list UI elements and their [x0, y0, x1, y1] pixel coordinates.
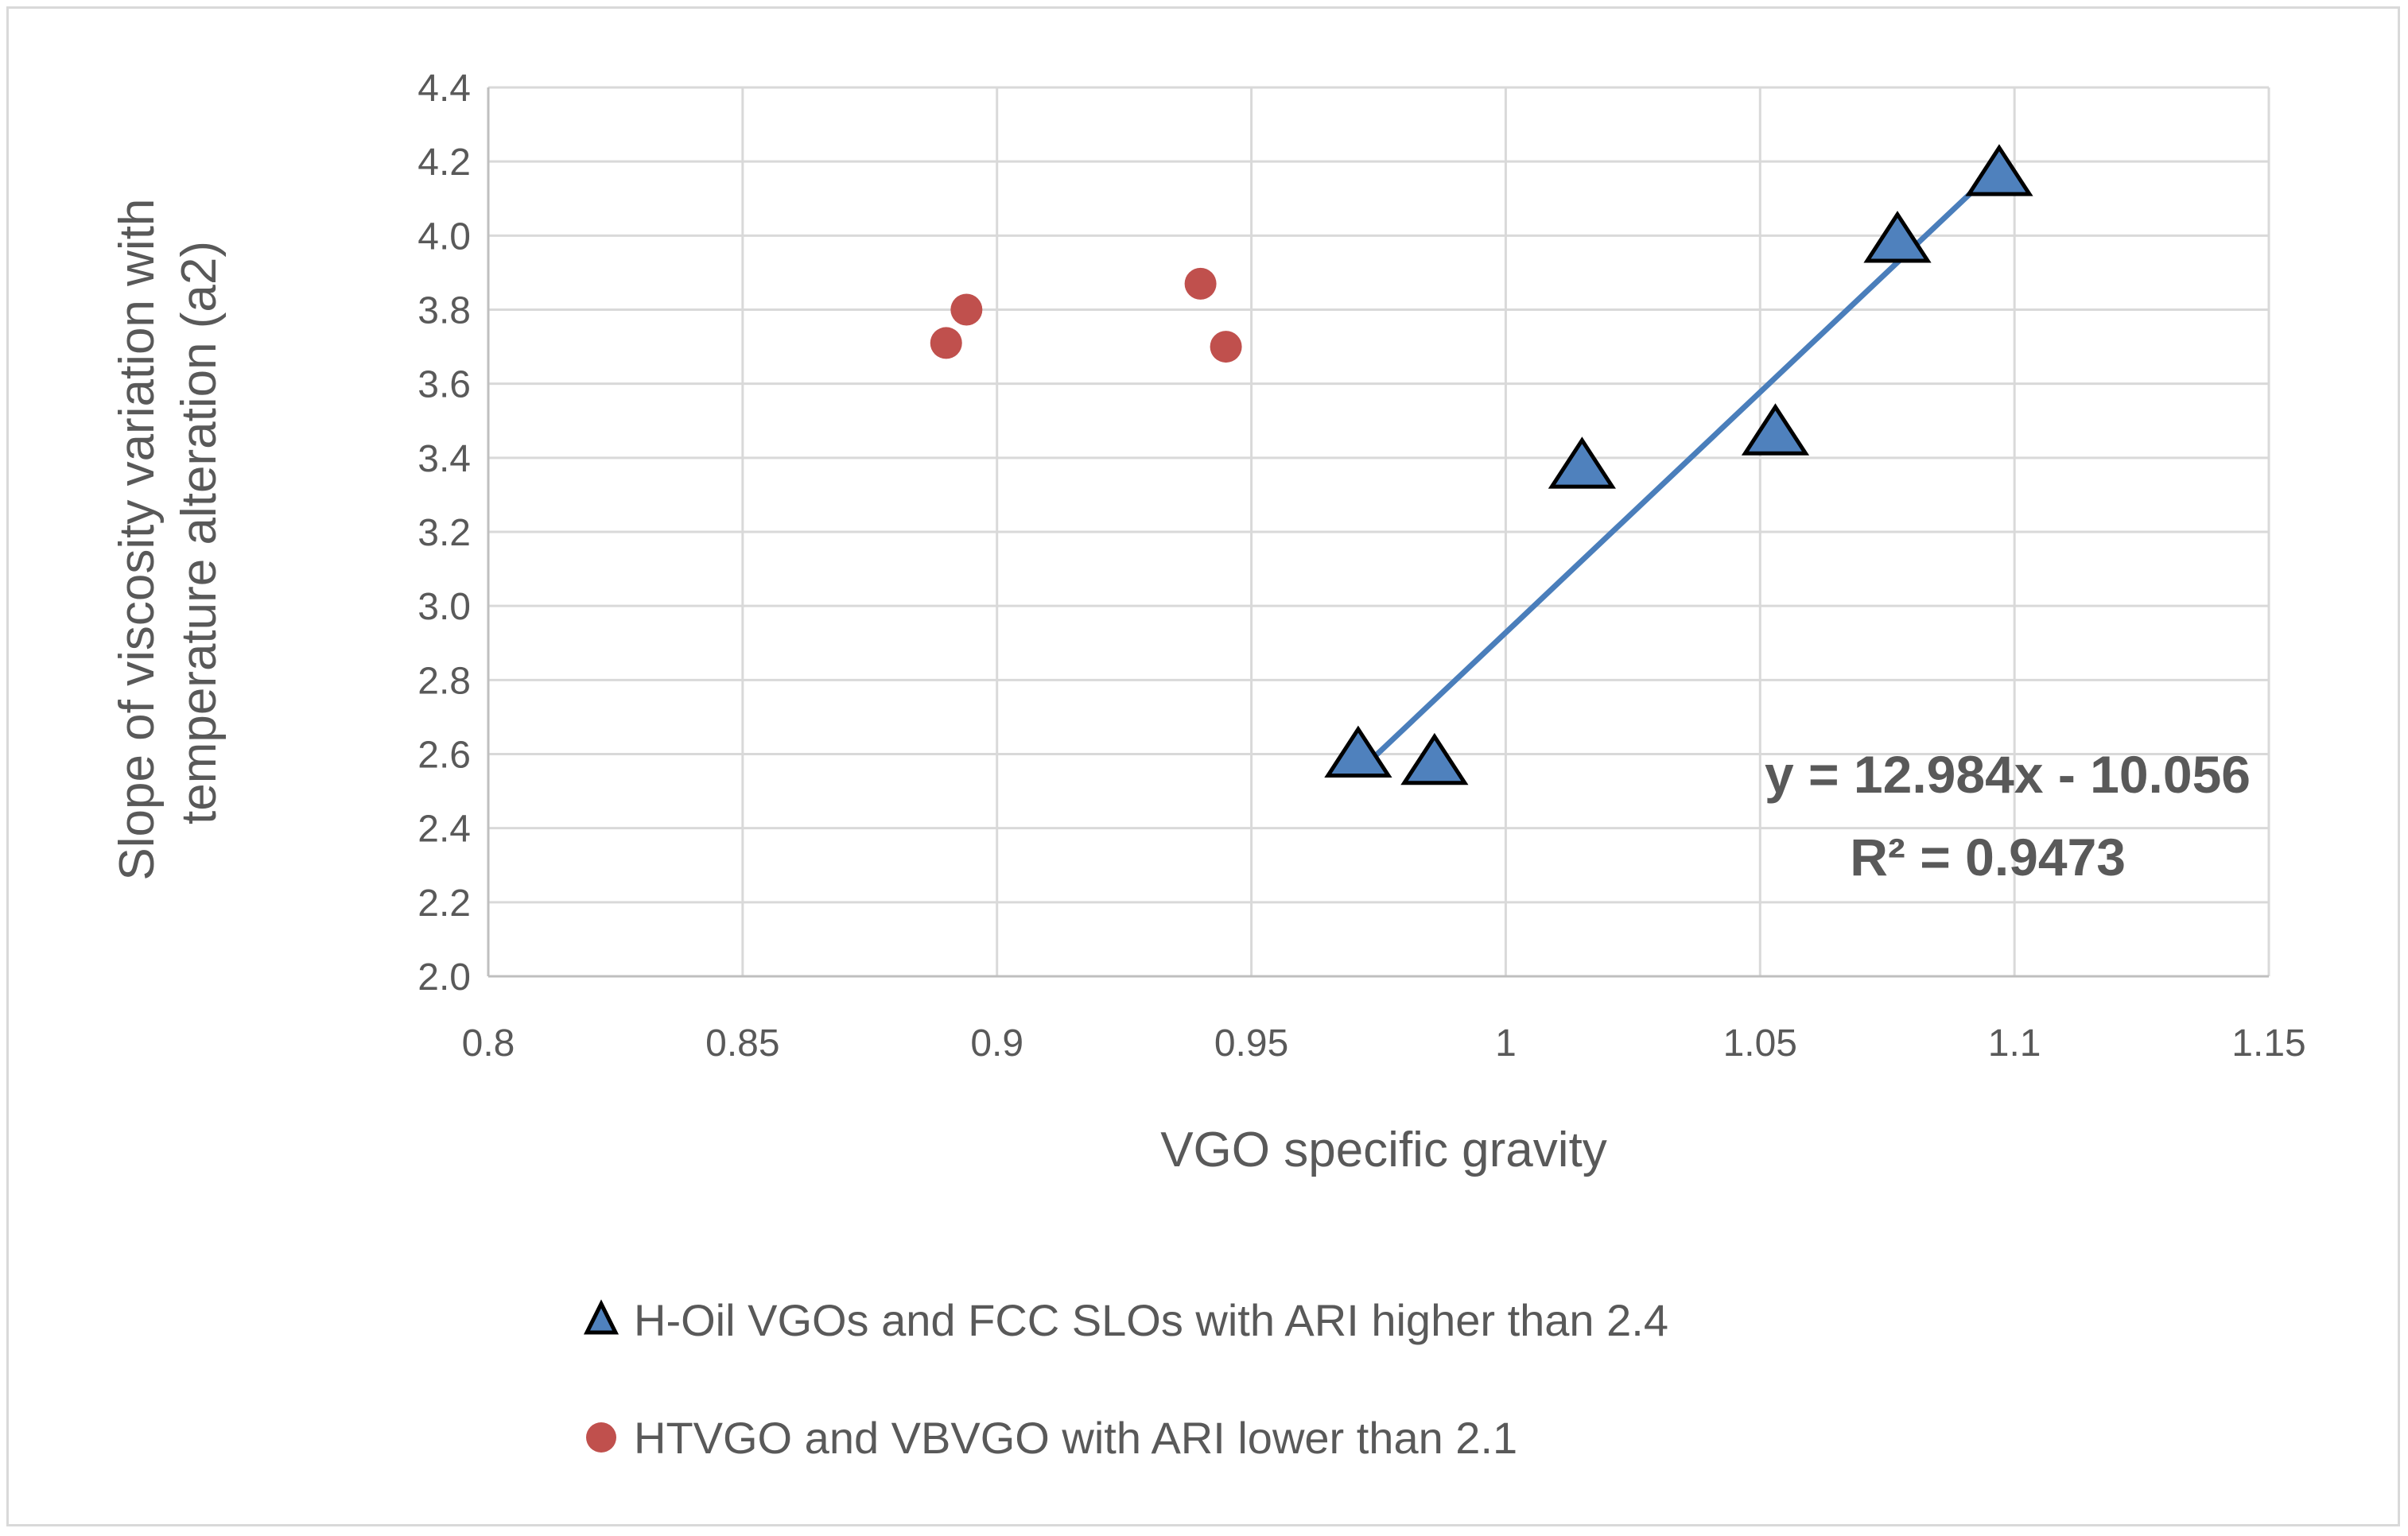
circle-point — [1184, 267, 1217, 300]
y-tick-label: 3.0 — [418, 586, 471, 628]
y-tick-label: 2.2 — [418, 882, 471, 925]
y-tick-label: 2.8 — [418, 660, 471, 702]
triangle-point — [1400, 732, 1469, 785]
grid-layer — [488, 86, 2270, 976]
x-tick-label: 1 — [1495, 1022, 1517, 1065]
y-tick-label: 3.8 — [418, 290, 471, 332]
x-tick-label: 0.9 — [970, 1022, 1023, 1065]
legend: H-Oil VGOs and FCC SLOs with ARI higher … — [583, 1295, 1668, 1463]
triangle-point — [1741, 403, 1810, 456]
circle-point — [950, 293, 983, 326]
y-tick-label: 3.2 — [418, 512, 471, 554]
y-axis-title: Slope of viscosity variation with temper… — [110, 184, 227, 880]
legend-circle-marker — [586, 1422, 616, 1453]
trendline-r-squared: R² = 0.9473 — [1850, 828, 2126, 886]
y-tick-label: 2.0 — [418, 956, 471, 999]
y-tick-label: 2.4 — [418, 809, 471, 851]
data-points-layer — [930, 144, 2033, 785]
y-tick-label: 3.6 — [418, 364, 471, 406]
y-tick-label: 4.2 — [418, 142, 471, 184]
y-tick-label: 4.4 — [418, 68, 471, 110]
triangle-point — [1548, 436, 1616, 489]
chart-frame — [6, 6, 2400, 1526]
x-tick-label: 0.95 — [1214, 1022, 1288, 1065]
trendline — [1355, 163, 2002, 775]
y-axis-title-line2: temperature alteration (a2) — [172, 241, 227, 824]
legend-label-triangle-series: H-Oil VGOs and FCC SLOs with ARI higher … — [634, 1295, 1668, 1345]
triangle-point — [1324, 725, 1392, 778]
triangle-point — [1965, 144, 2033, 196]
x-tick-label: 1.15 — [2231, 1022, 2305, 1065]
x-tick-label: 1.1 — [1988, 1022, 2041, 1065]
axis-layer: 2.0 2.2 2.4 2.6 2.8 3.0 3.2 3.4 3.6 3.8 4.0 4.2 4.4 0… — [418, 68, 2305, 1065]
x-axis-title: VGO specific gravity — [1160, 1123, 1607, 1177]
legend-item-triangle-series: H-Oil VGOs and FCC SLOs with ARI higher … — [583, 1295, 1668, 1345]
legend-label-circle-series: HTVGO and VBVGO with ARI lower than 2.1 — [634, 1413, 1517, 1463]
y-tick-label: 2.6 — [418, 735, 471, 777]
circle-point — [930, 327, 962, 359]
y-tick-label: 4.0 — [418, 215, 471, 258]
legend-item-circle-series: HTVGO and VBVGO with ARI lower than 2.1 — [586, 1413, 1517, 1463]
trendline-layer — [1355, 163, 2002, 775]
triangle-point — [1863, 211, 1932, 263]
x-tick-label: 1.05 — [1723, 1022, 1797, 1065]
x-tick-label: 0.85 — [705, 1022, 779, 1065]
legend-triangle-marker — [583, 1299, 619, 1335]
circle-point — [1210, 331, 1242, 363]
y-axis-title-line1: Slope of viscosity variation with — [110, 199, 165, 881]
x-tick-label: 0.8 — [462, 1022, 515, 1065]
trendline-equation: y = 12.984x - 10.056 — [1765, 745, 2251, 804]
y-tick-label: 3.4 — [418, 438, 471, 480]
